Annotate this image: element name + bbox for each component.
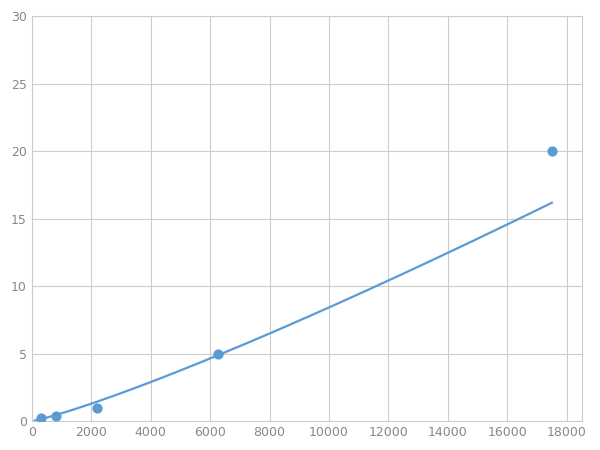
Point: [92, 404, 102, 411]
Point: [547, 148, 557, 155]
Point: [51, 413, 61, 420]
Point: [213, 350, 223, 357]
Point: [36, 415, 46, 422]
